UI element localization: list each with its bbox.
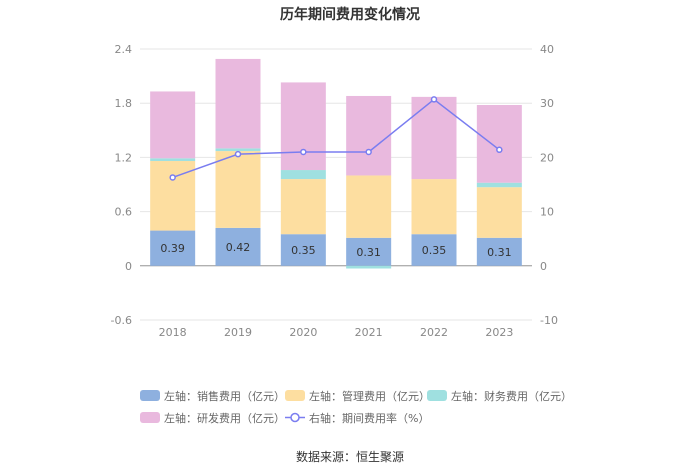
bar-segment xyxy=(476,237,522,266)
left-axis-tick-label: 1.8 xyxy=(115,97,133,110)
expense-rate-point xyxy=(234,150,242,158)
right-axis-tick-label: 30 xyxy=(540,97,554,110)
legend-label-expense-rate: 右轴：期间费用率（%） xyxy=(309,412,430,425)
expense-rate-point xyxy=(496,146,503,154)
bar-segment xyxy=(476,105,522,183)
bar-segment xyxy=(476,182,522,188)
expense-rate-line xyxy=(172,98,500,179)
bar-segment xyxy=(150,230,196,266)
bar-segment xyxy=(346,175,392,238)
bar-segment xyxy=(280,179,326,235)
bar-segment xyxy=(215,148,261,152)
legend-item-admin[interactable]: 左轴：管理费用（亿元） xyxy=(285,388,430,404)
expense-rate-point xyxy=(365,148,372,156)
legend-item-rnd[interactable]: 左轴：研发费用（亿元） xyxy=(140,410,285,426)
bar-data-label: 0.31 xyxy=(487,246,512,259)
left-axis-tick-label: 2.4 xyxy=(115,43,133,56)
legend-label-rnd: 左轴：研发费用（亿元） xyxy=(164,412,285,425)
bar-segment xyxy=(215,151,261,228)
left-axis-tick-label: -0.6 xyxy=(111,314,132,327)
bar-segment xyxy=(411,96,457,180)
bar-segment xyxy=(476,187,522,238)
left-axis-tick-label: 1.2 xyxy=(115,151,133,164)
bar-segment xyxy=(150,158,196,162)
x-axis-tick-label: 2019 xyxy=(224,326,252,339)
bar-data-label: 0.35 xyxy=(291,244,316,257)
right-axis-tick-label: 20 xyxy=(540,151,554,164)
left-axis-tick-label: 0.6 xyxy=(115,206,133,219)
legend-label-admin: 左轴：管理费用（亿元） xyxy=(309,390,430,403)
legend-label-sales: 左轴：销售费用（亿元） xyxy=(164,390,285,403)
bar-segment xyxy=(346,237,392,266)
expense-rate-point xyxy=(430,96,438,103)
bar-data-label: 0.31 xyxy=(356,246,381,259)
bar-data-label: 0.39 xyxy=(160,242,185,255)
bar-segment xyxy=(346,95,392,176)
bar-segment xyxy=(346,265,392,269)
bar-segment xyxy=(280,170,326,180)
expense-rate-point xyxy=(300,148,307,156)
right-axis-tick-label: 40 xyxy=(540,43,554,56)
bar-segment xyxy=(411,179,457,235)
bar-segment xyxy=(280,234,326,266)
x-axis-tick-label: 2018 xyxy=(159,326,187,339)
chart-title: 历年期间费用变化情况 xyxy=(280,7,420,23)
bar-segment xyxy=(150,91,196,159)
expense-rate-point xyxy=(169,174,176,181)
right-axis-tick-label: 0 xyxy=(540,260,547,273)
bar-segment xyxy=(411,234,457,266)
legend-item-sales[interactable]: 左轴：销售费用（亿元） xyxy=(140,388,285,404)
bar-data-label: 0.42 xyxy=(226,241,251,254)
legend-item-expense-rate[interactable]: 右轴：期间费用率（%） xyxy=(285,410,429,426)
legend-swatch-admin xyxy=(285,390,305,401)
legend-swatch-finance xyxy=(427,390,447,401)
bar-segment xyxy=(215,227,261,266)
bar-data-label: 0.35 xyxy=(422,244,447,257)
right-axis-tick-label: -10 xyxy=(540,314,558,327)
left-axis-tick-label: 0 xyxy=(125,260,132,273)
right-axis-tick-label: 10 xyxy=(540,206,554,219)
x-axis-tick-label: 2021 xyxy=(355,326,383,339)
legend-swatch-sales xyxy=(140,390,160,401)
legend-swatch-rnd xyxy=(140,412,160,423)
data-source: 数据来源：恒生聚源 xyxy=(295,450,404,464)
x-axis-tick-label: 2022 xyxy=(420,326,448,339)
legend-swatch-expense-rate xyxy=(285,412,305,423)
bar-segment xyxy=(215,58,261,149)
legend-item-finance[interactable]: 左轴：财务费用（亿元） xyxy=(427,388,572,404)
x-axis-tick-label: 2023 xyxy=(485,326,513,339)
x-axis-tick-label: 2020 xyxy=(289,326,317,339)
bar-segment xyxy=(280,82,326,171)
legend-label-finance: 左轴：财务费用（亿元） xyxy=(451,390,572,403)
